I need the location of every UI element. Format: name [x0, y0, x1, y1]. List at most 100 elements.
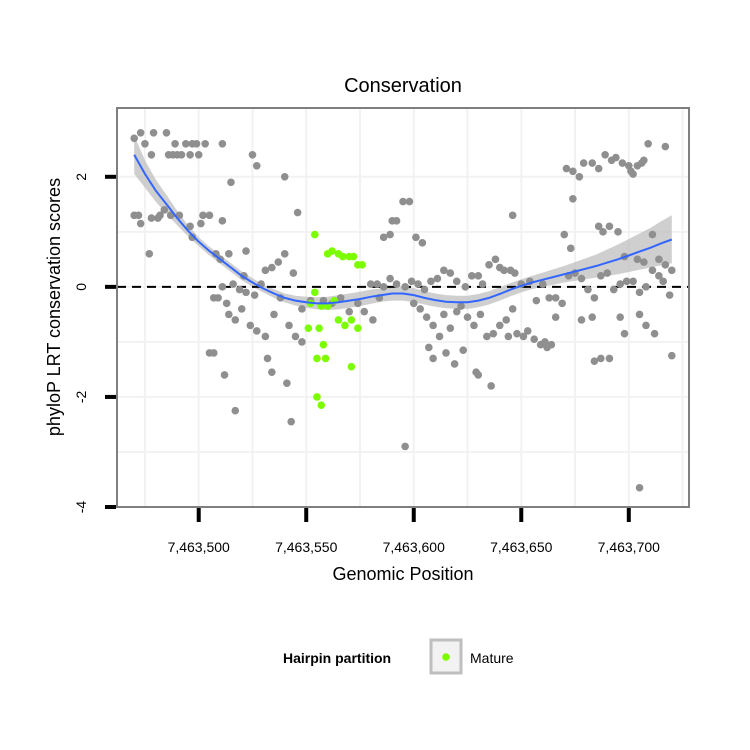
data-point-other	[186, 222, 194, 231]
data-point-other	[575, 172, 584, 181]
data-point-other	[584, 285, 592, 294]
data-point-other	[551, 313, 560, 321]
y-axis-title: phyloP LRT conservation scores	[44, 178, 64, 436]
data-point-mature	[315, 324, 323, 332]
data-point-other	[229, 280, 237, 288]
data-point-other	[446, 269, 455, 277]
data-point-other	[369, 316, 377, 324]
data-point-other	[136, 219, 145, 228]
data-point-other	[154, 214, 162, 222]
data-point-other	[231, 316, 240, 324]
data-point-other	[199, 211, 207, 220]
data-point-other	[366, 280, 375, 288]
data-point-other	[409, 299, 418, 308]
data-point-other	[478, 280, 487, 288]
data-point-other	[182, 139, 190, 148]
data-point-other	[218, 283, 227, 291]
data-point-other	[452, 277, 461, 286]
data-point-other	[186, 150, 194, 159]
data-point-mature	[311, 230, 319, 239]
data-point-other	[485, 261, 493, 269]
data-point-other	[642, 321, 650, 330]
data-point-other	[622, 277, 631, 286]
data-point-other	[605, 222, 614, 231]
data-point-other	[500, 266, 508, 275]
data-point-other	[214, 294, 222, 302]
x-axis-title: Genomic Position	[332, 564, 473, 584]
data-point-other	[661, 142, 670, 151]
data-point-mature	[341, 321, 349, 330]
data-point-other	[252, 161, 261, 170]
data-point-other	[562, 164, 571, 173]
data-point-other	[130, 134, 139, 143]
data-point-other	[667, 351, 676, 360]
data-point-other	[379, 283, 388, 291]
data-point-other	[147, 150, 156, 159]
data-point-other	[457, 302, 465, 310]
data-point-other	[661, 261, 670, 269]
data-point-other	[508, 305, 517, 313]
data-point-other	[594, 222, 603, 231]
data-point-other	[225, 250, 233, 258]
data-point-other	[188, 233, 197, 242]
data-point-other	[149, 128, 158, 137]
smooth-line-layer	[133, 154, 673, 305]
data-point-other	[452, 307, 461, 316]
data-point-other	[293, 208, 302, 217]
data-point-other	[648, 230, 657, 239]
data-point-mature	[347, 362, 356, 371]
data-point-other	[285, 321, 293, 330]
data-point-other	[577, 274, 586, 283]
panel-border	[116, 107, 690, 508]
x-tick-label: 7,463,650	[490, 539, 552, 555]
data-point-other	[463, 313, 472, 321]
data-point-other	[599, 228, 607, 236]
data-point-other	[289, 269, 298, 277]
data-point-other	[291, 332, 300, 341]
legend: Hairpin partition Mature	[283, 638, 514, 675]
data-point-other	[416, 305, 425, 313]
data-point-other	[487, 382, 495, 390]
data-point-other	[603, 269, 612, 277]
data-point-other	[569, 195, 577, 203]
data-point-other	[558, 299, 566, 308]
data-point-other	[635, 310, 644, 319]
data-point-other	[640, 258, 648, 266]
data-point-other	[470, 321, 478, 330]
data-point-other	[650, 329, 659, 338]
data-point-mature	[304, 324, 313, 332]
points-other-layer	[130, 128, 676, 492]
data-point-other	[635, 288, 644, 297]
data-point-other	[220, 371, 229, 379]
x-tick-label: 7,463,500	[168, 539, 230, 555]
data-point-other	[160, 206, 169, 214]
data-point-other	[412, 233, 420, 242]
y-tick-label: -2	[73, 390, 89, 403]
data-point-other	[551, 294, 560, 302]
data-point-other	[594, 164, 603, 173]
data-point-other	[612, 153, 620, 162]
data-point-other	[407, 277, 416, 286]
data-point-other	[635, 483, 644, 492]
data-point-other	[566, 244, 575, 253]
data-point-mature	[313, 393, 321, 401]
data-point-other	[401, 442, 409, 451]
data-point-other	[474, 272, 483, 280]
data-point-other	[171, 139, 179, 148]
data-point-other	[225, 310, 233, 319]
data-point-mature	[319, 340, 328, 349]
data-point-other	[235, 285, 244, 294]
data-point-other	[209, 349, 218, 357]
data-point-other	[429, 354, 437, 363]
data-point-other	[237, 305, 246, 313]
data-point-other	[491, 255, 500, 264]
data-point-other	[508, 211, 517, 220]
data-point-other	[280, 250, 289, 258]
data-point-other	[399, 197, 407, 206]
data-point-other	[134, 211, 143, 220]
data-point-other	[298, 338, 306, 346]
data-point-other	[637, 159, 646, 167]
data-point-other	[336, 294, 345, 302]
data-point-other	[560, 230, 569, 239]
legend-key-box	[429, 638, 463, 675]
